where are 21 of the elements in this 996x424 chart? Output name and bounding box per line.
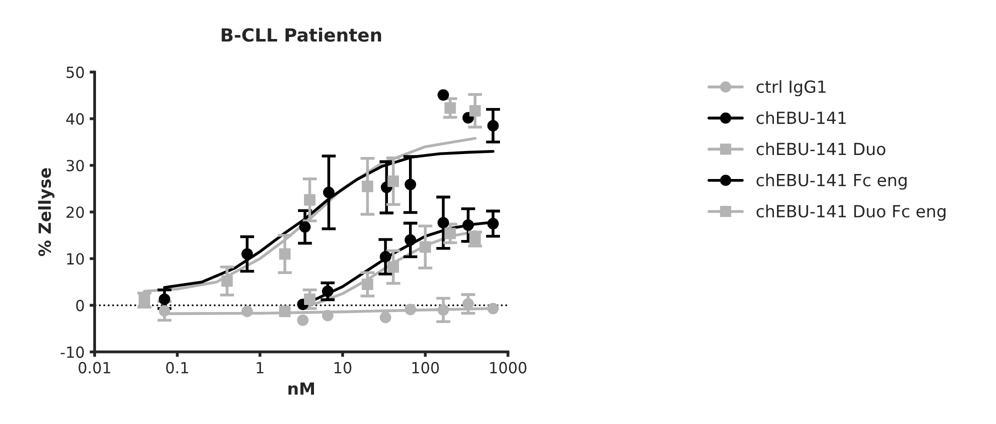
y-tick-label: 0 [76, 300, 84, 312]
y-axis-title: % Zellyse [38, 168, 54, 256]
y-tick-label: 20 [66, 206, 84, 218]
y-tick-label: -10 [60, 346, 84, 358]
legend-label: chEBU-141 Fc eng [756, 174, 907, 190]
legend-label: chEBU-141 Duo Fc eng [756, 204, 946, 221]
x-tick-label: 0.1 [166, 362, 188, 374]
legend-label: chEBU-141 Duo [756, 142, 886, 156]
legend-label: chEBU-141 [756, 111, 846, 124]
x-tick-label: 1 [256, 362, 264, 374]
y-tick-label: 50 [66, 66, 84, 78]
chart-title: B-CLL Patienten [222, 28, 382, 42]
x-tick-label: 1000 [490, 362, 526, 374]
y-tick-label: 40 [66, 113, 84, 125]
legend-label: ctrl IgG1 [756, 80, 826, 96]
x-tick-label: 10 [334, 362, 352, 374]
x-axis-title: nM [288, 382, 314, 395]
y-tick-label: 10 [67, 253, 84, 265]
y-tick-label: 30 [66, 160, 84, 172]
x-tick-label: 0.01 [78, 362, 110, 374]
x-tick-label: 100 [412, 362, 439, 374]
